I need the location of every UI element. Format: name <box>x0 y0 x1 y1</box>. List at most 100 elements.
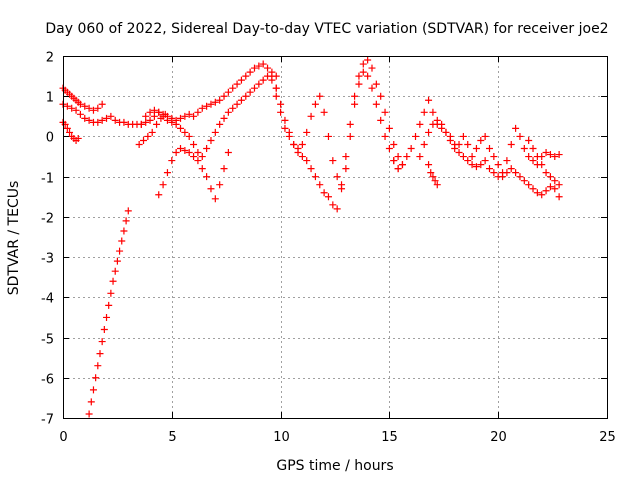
data-point <box>390 140 398 148</box>
series-track-b <box>59 84 106 114</box>
data-point <box>185 132 193 140</box>
data-point <box>135 140 143 148</box>
data-point <box>198 104 206 112</box>
data-point <box>85 410 93 418</box>
data-point <box>100 326 108 334</box>
data-point <box>298 153 306 161</box>
data-point <box>144 132 152 140</box>
data-point <box>163 169 171 177</box>
data-point <box>72 106 80 114</box>
data-point <box>555 193 563 201</box>
data-point <box>385 124 393 132</box>
data-point <box>194 149 202 157</box>
data-point <box>364 72 372 80</box>
data-point <box>385 145 393 153</box>
data-point <box>368 64 376 72</box>
data-point <box>525 181 533 189</box>
data-point <box>94 104 102 112</box>
data-point <box>220 114 228 122</box>
data-point <box>372 80 380 88</box>
data-point <box>464 157 472 165</box>
data-point <box>438 120 446 128</box>
data-point <box>529 185 537 193</box>
data-point <box>307 112 315 120</box>
data-point <box>355 72 363 80</box>
data-point <box>242 92 250 100</box>
data-point <box>98 100 106 108</box>
data-point <box>359 68 367 76</box>
data-point <box>551 153 559 161</box>
series-track-l <box>425 161 441 189</box>
data-point <box>281 124 289 132</box>
data-point <box>277 108 285 116</box>
grid <box>63 56 607 418</box>
data-point <box>259 60 267 68</box>
y-tick-label: -5 <box>41 333 54 348</box>
data-point <box>94 118 102 126</box>
data-point <box>89 386 97 394</box>
data-point <box>259 76 267 84</box>
data-point <box>320 108 328 116</box>
data-point <box>207 136 215 144</box>
x-axis-label: GPS time / hours <box>276 458 393 474</box>
data-point <box>333 205 341 213</box>
data-point <box>546 173 554 181</box>
data-point <box>163 116 171 124</box>
data-point <box>446 136 454 144</box>
data-point <box>425 161 433 169</box>
data-point <box>63 124 71 132</box>
data-point <box>220 165 228 173</box>
data-point <box>403 153 411 161</box>
data-point <box>224 88 232 96</box>
data-point <box>490 169 498 177</box>
data-point <box>233 80 241 88</box>
data-point <box>157 114 165 122</box>
data-point <box>342 153 350 161</box>
data-point <box>255 80 263 88</box>
data-point <box>85 104 93 112</box>
data-point <box>481 132 489 140</box>
data-point <box>203 145 211 153</box>
data-point <box>468 161 476 169</box>
data-point <box>525 136 533 144</box>
data-point <box>425 128 433 136</box>
data-point <box>542 169 550 177</box>
data-point <box>494 161 502 169</box>
data-point <box>268 72 276 80</box>
data-point <box>74 134 82 142</box>
data-point <box>477 161 485 169</box>
data-point <box>394 153 402 161</box>
data-point <box>507 165 515 173</box>
data-point <box>155 191 163 199</box>
data-point <box>237 76 245 84</box>
data-point <box>307 165 315 173</box>
data-point <box>516 132 524 140</box>
y-tick-label: -1 <box>41 172 54 187</box>
data-point <box>229 104 237 112</box>
data-point <box>338 181 346 189</box>
data-point <box>168 118 176 126</box>
data-point <box>320 189 328 197</box>
data-point <box>351 92 359 100</box>
y-tick-label: 2 <box>46 51 54 66</box>
data-point <box>272 92 280 100</box>
data-point <box>120 118 128 126</box>
data-point <box>264 64 272 72</box>
data-point <box>194 157 202 165</box>
data-point <box>146 108 154 116</box>
data-point <box>538 161 546 169</box>
y-axis-ticks: -7 -6 -5 -4 -3 -2 -1 0 1 2 <box>41 51 607 428</box>
data-point <box>140 136 148 144</box>
data-point <box>420 108 428 116</box>
data-point <box>281 116 289 124</box>
data-point <box>198 153 206 161</box>
data-point <box>111 116 119 124</box>
data-point <box>185 149 193 157</box>
data-point <box>61 120 69 128</box>
data-point <box>207 185 215 193</box>
data-point <box>368 84 376 92</box>
data-point <box>433 181 441 189</box>
data-point <box>194 108 202 116</box>
y-tick-label: -3 <box>41 252 54 267</box>
